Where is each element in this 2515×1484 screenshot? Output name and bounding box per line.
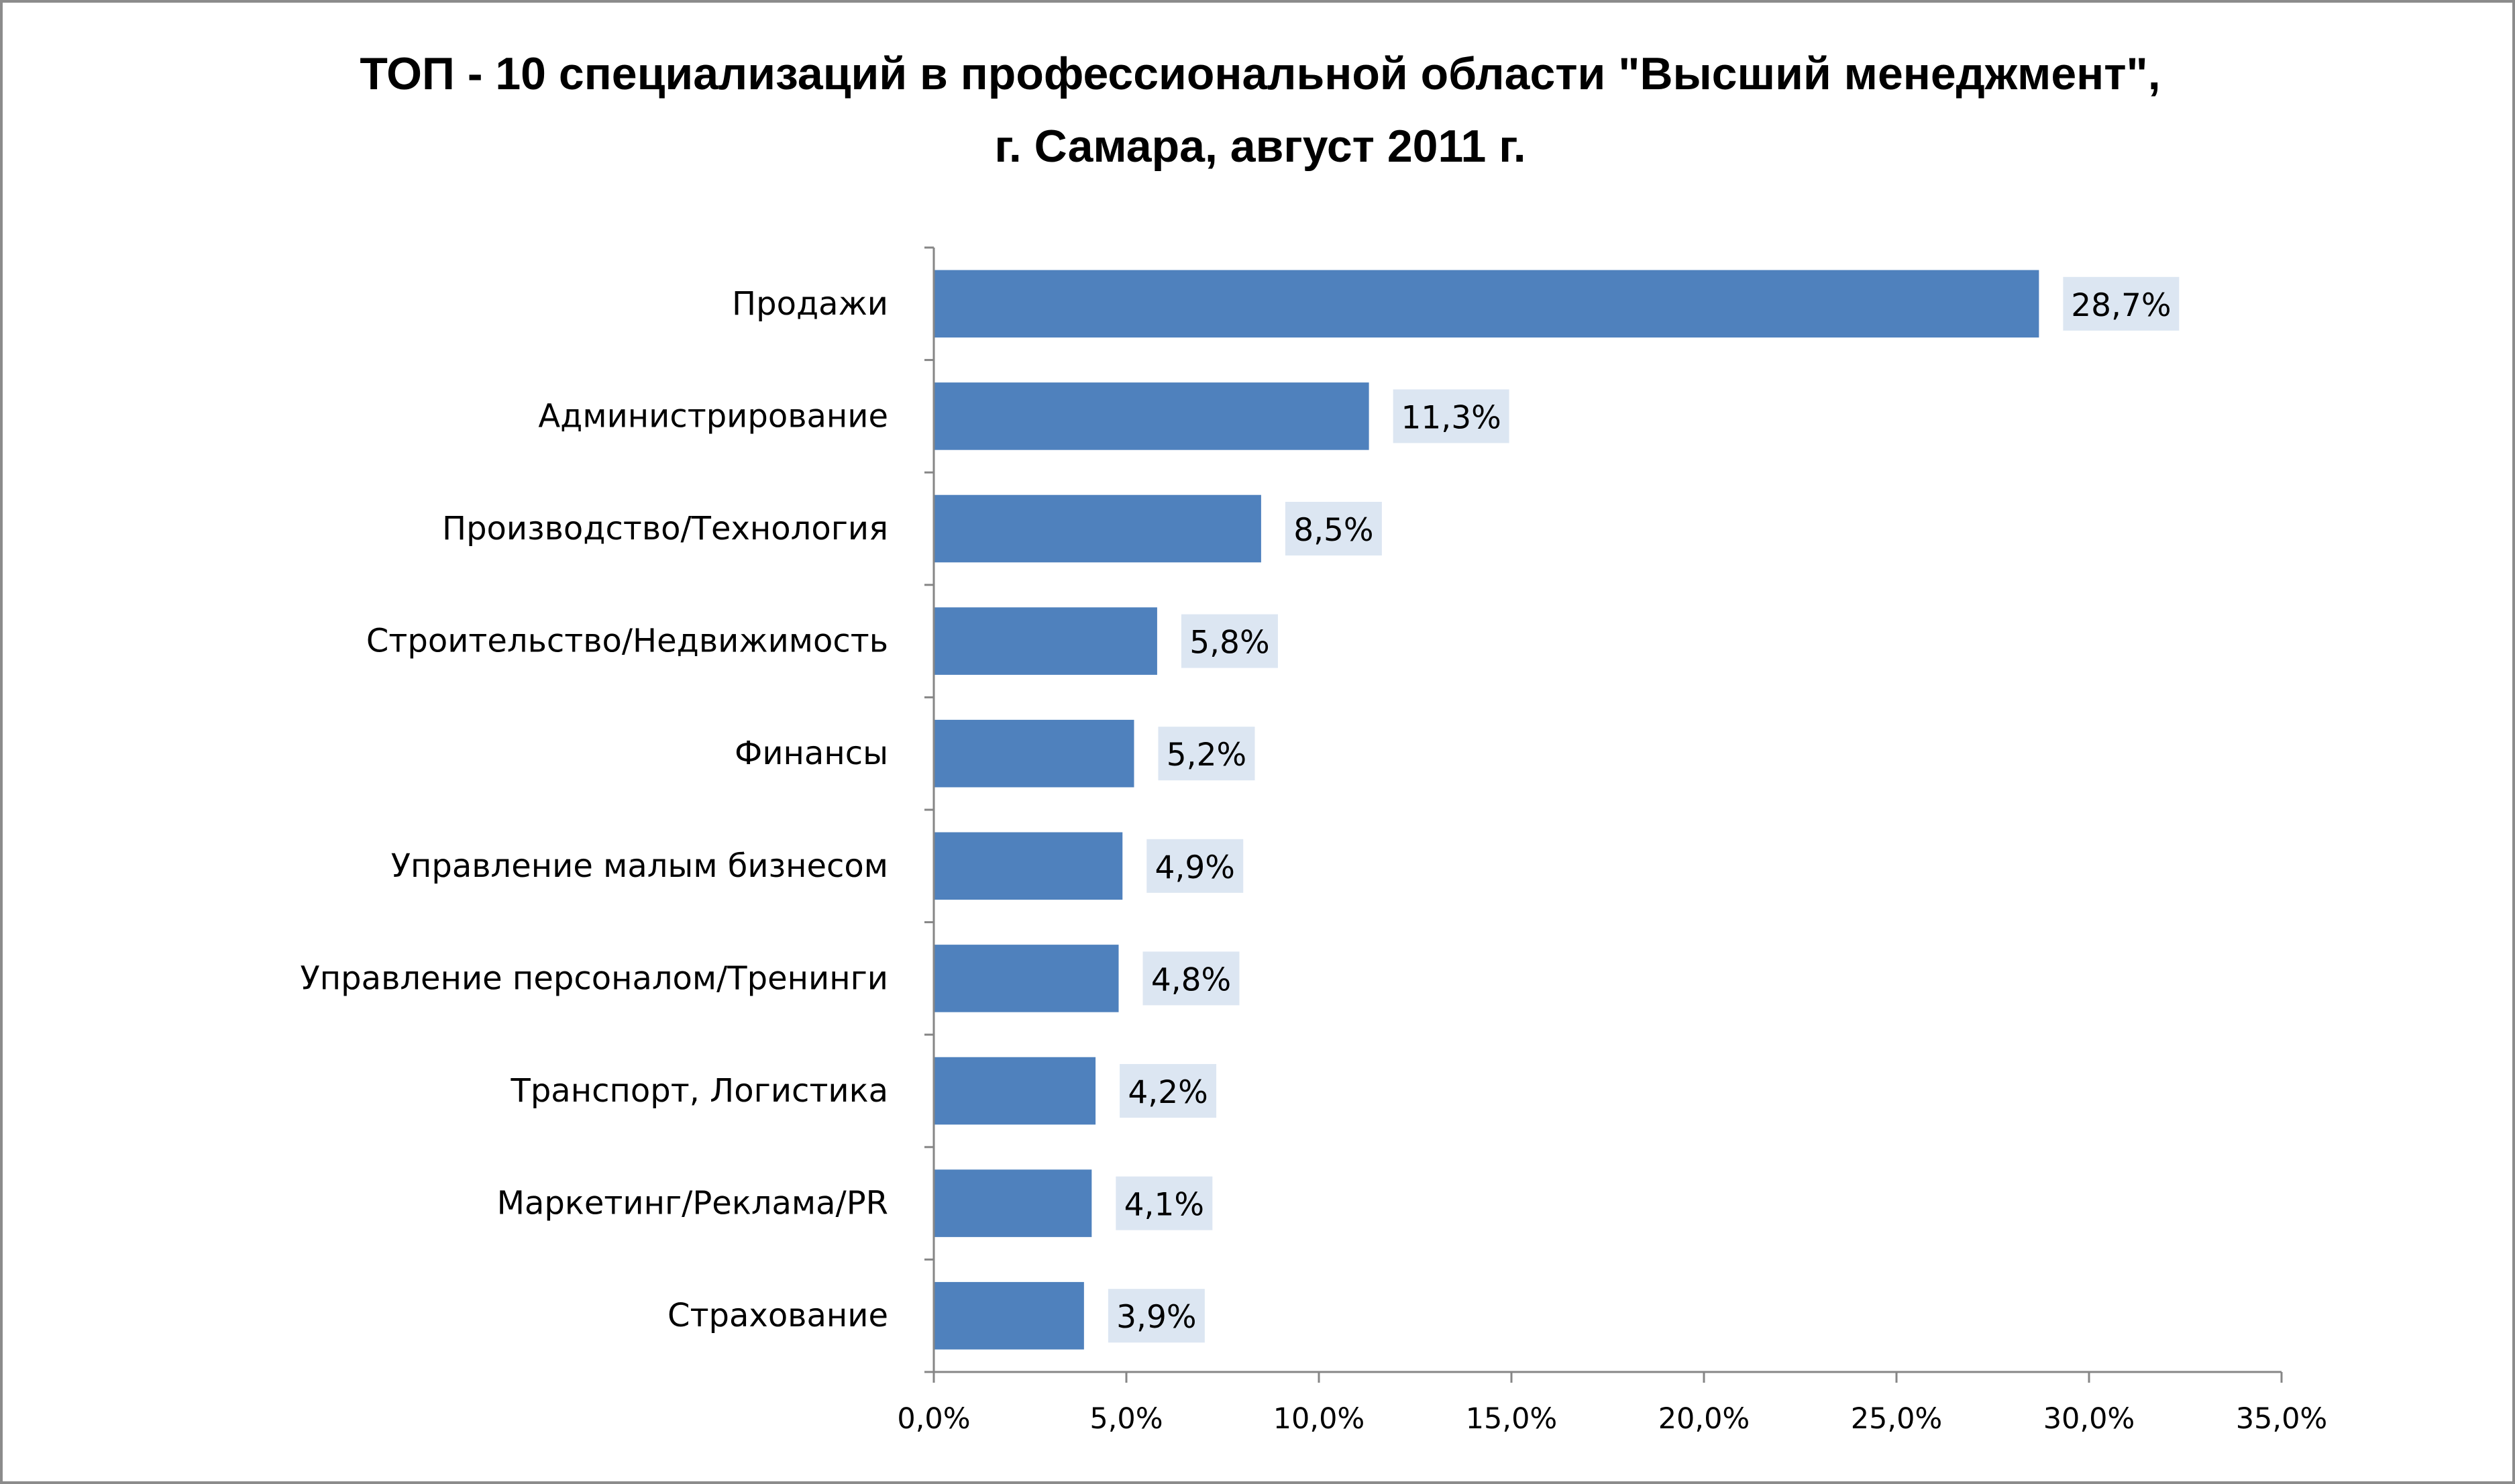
bar [934,1169,1092,1237]
data-label-background [1158,727,1255,781]
data-label: 4,1% [1124,1187,1204,1224]
x-tick-label: 10,0% [1273,1402,1365,1436]
data-label-background [1181,614,1278,668]
chart-title-line-1: ТОП - 10 специализаций в профессионально… [360,48,2161,99]
data-label: 28,7% [2071,287,2171,324]
bar [934,945,1119,1012]
bar [934,382,1369,450]
data-label: 4,2% [1128,1074,1208,1111]
chart-title-line-2: г. Самара, август 2011 г. [994,121,1526,172]
category-label: Маркетинг/Реклама/PR [497,1185,888,1222]
category-label: Финансы [735,735,888,772]
category-label: Администрирование [538,397,888,435]
data-label-background [1146,839,1244,893]
category-label: Транспорт, Логистика [511,1072,889,1110]
bars-layer [934,270,2039,1350]
data-label: 5,2% [1167,737,1246,774]
bar [934,832,1123,900]
x-tick-label: 30,0% [2043,1402,2135,1436]
bar [934,719,1134,788]
bar [934,607,1157,675]
bar [934,270,2039,338]
x-tick-label: 5,0% [1089,1402,1163,1436]
x-tick-label: 0,0% [897,1402,970,1436]
bar [934,494,1261,563]
data-label-background [1120,1064,1217,1118]
labels-layer: 0,0% 5,0% 10,0% 15,0% 20,0% 25,0% 30,0% 35,0% Пр… [301,276,2328,1436]
category-label: Продажи [732,285,888,323]
data-label-background [1116,1176,1213,1230]
category-label: Производство/Технология [442,510,888,547]
data-label: 8,5% [1293,512,1373,549]
bar-chart: 0,0% 5,0% 10,0% 15,0% 20,0% 25,0% 30,0% 35,0% Пр… [301,246,2328,1436]
data-label: 3,9% [1116,1299,1196,1336]
data-label-background [1393,389,1509,443]
data-label-background [1142,951,1240,1006]
data-label: 11,3% [1401,399,1501,436]
x-tick-label: 35,0% [2236,1402,2328,1436]
data-label-background [2063,276,2180,331]
category-label: Управление малым бизнесом [391,847,888,885]
category-label: Строительство/Недвижимость [366,623,888,660]
category-label: Управление персоналом/Тренинги [301,959,888,997]
x-tick-label: 25,0% [1851,1402,1943,1436]
data-label-background [1285,502,1382,555]
bar [934,1281,1084,1350]
chart-title: ТОП - 10 специализаций в профессионально… [3,38,2512,182]
data-label-background [1108,1289,1205,1343]
category-label: Страхование [667,1297,888,1334]
data-label: 4,8% [1151,961,1231,998]
data-label: 5,8% [1189,625,1269,661]
bar [934,1057,1096,1125]
data-label: 4,9% [1155,849,1235,886]
axes-layer [924,246,2283,1383]
x-tick-label: 20,0% [1658,1402,1750,1436]
x-tick-label: 15,0% [1466,1402,1558,1436]
